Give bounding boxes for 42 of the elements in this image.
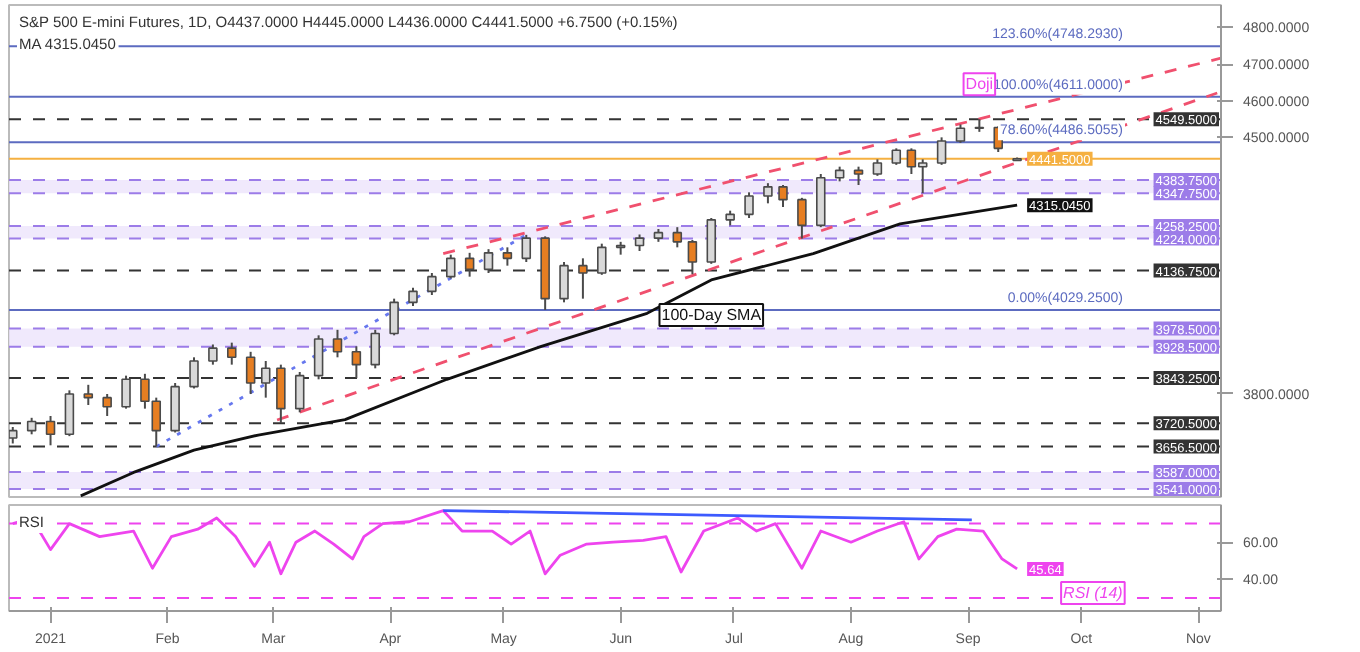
candlestick (597, 242, 607, 276)
candlestick (389, 297, 399, 337)
candlestick (706, 217, 717, 265)
candlestick (208, 343, 218, 366)
candlestick (578, 257, 588, 300)
candlestick (189, 356, 199, 390)
candlestick (763, 182, 773, 205)
candlestick (687, 239, 698, 276)
candlestick (64, 389, 75, 438)
candlestick (370, 328, 381, 370)
candlestick (502, 246, 513, 267)
candlestick (227, 341, 237, 366)
candlestick (408, 286, 418, 307)
candlestick (672, 226, 683, 249)
text: RSI (14) (1063, 583, 1124, 602)
candlestick (797, 196, 807, 240)
candlestick (559, 261, 569, 304)
candlestick (121, 374, 131, 410)
candlestick (351, 345, 362, 380)
annotation: Doji (965, 75, 994, 94)
candlestick (83, 383, 94, 406)
candlestick (464, 251, 475, 278)
candlestick (260, 359, 271, 399)
candlestick (102, 392, 112, 417)
candlestick (332, 328, 343, 359)
candlestick (276, 363, 286, 425)
candlestick (427, 272, 437, 296)
candlestick (521, 233, 532, 263)
candlestick (170, 381, 180, 434)
candlestick (45, 414, 56, 447)
candlestick (853, 165, 864, 187)
candlestick (744, 191, 754, 219)
candlestick (936, 136, 947, 166)
candlestick (483, 248, 494, 274)
candlestick (445, 253, 456, 280)
series-label: 100-Day SMA (661, 305, 763, 324)
candlestick (816, 173, 826, 229)
candlestick (778, 184, 788, 209)
candlestick (294, 370, 305, 414)
candlestick (245, 350, 256, 395)
candlestick (313, 334, 324, 381)
candlestick (955, 123, 966, 144)
